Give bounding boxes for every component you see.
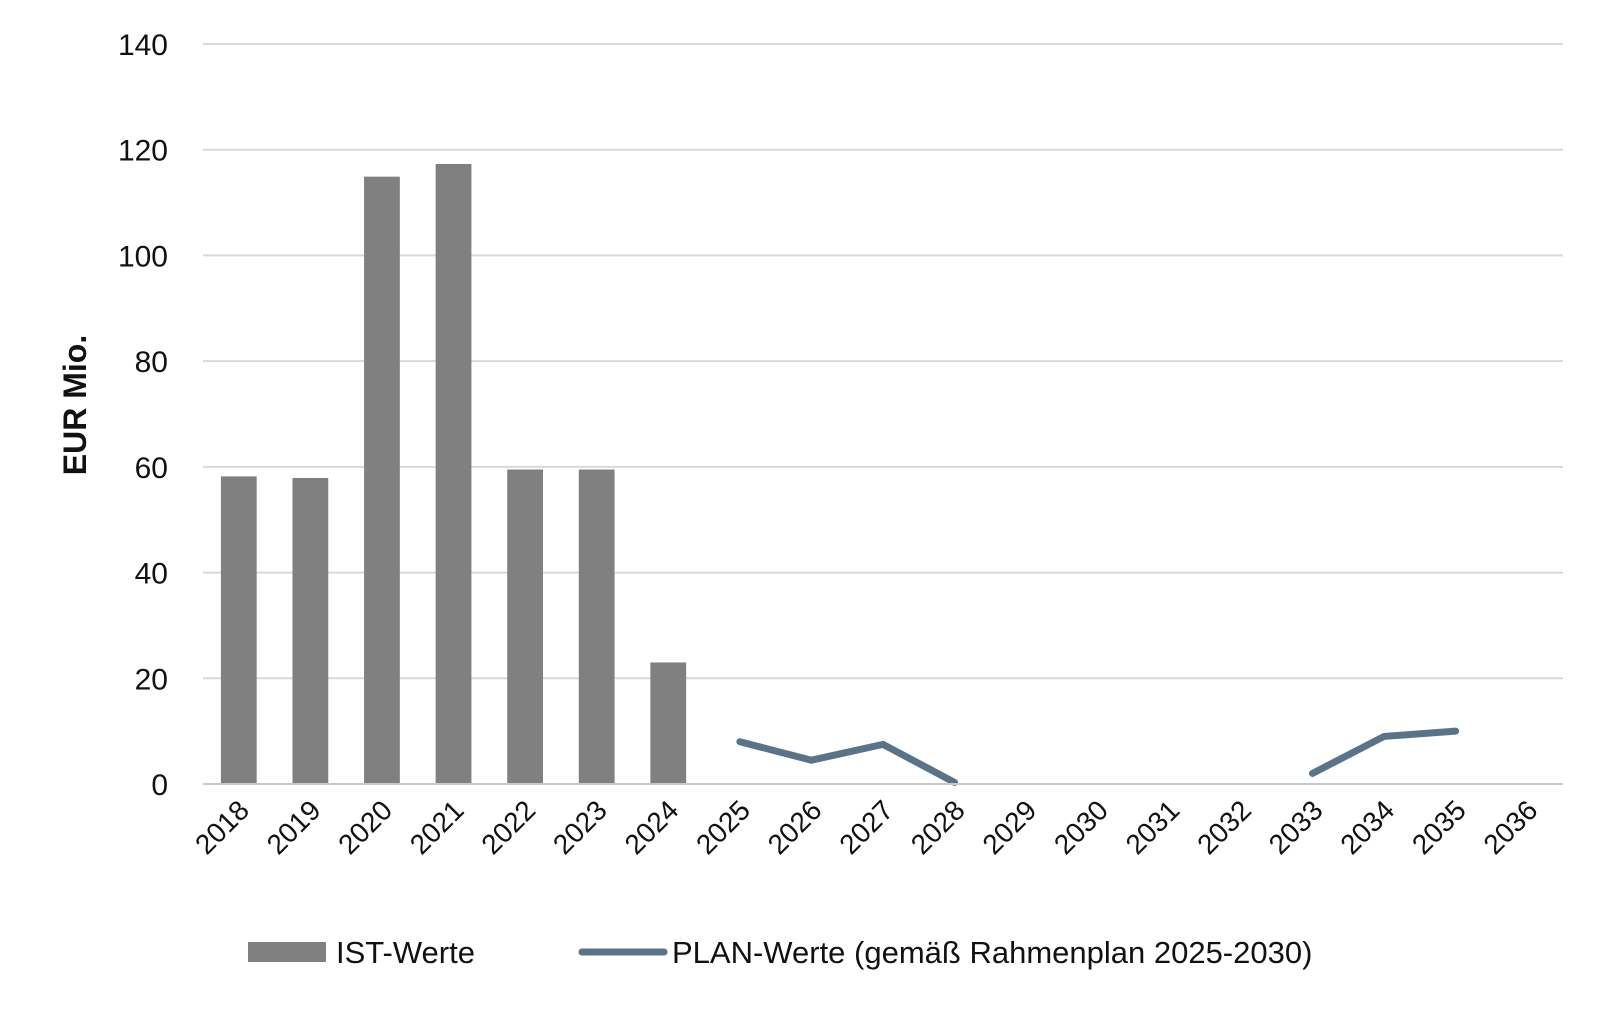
x-tick-label: 2018 xyxy=(189,794,255,860)
y-tick-label: 120 xyxy=(118,135,168,168)
x-tick-label: 2019 xyxy=(261,794,327,860)
legend-swatch-ist xyxy=(248,942,326,962)
legend: IST-Werte PLAN-Werte (gemäß Rahmenplan 2… xyxy=(248,935,1312,970)
y-axis-title: EUR Mio. xyxy=(57,335,93,475)
x-tick-label: 2022 xyxy=(475,794,541,860)
x-tick-label: 2028 xyxy=(905,794,971,860)
x-tick-label: 2034 xyxy=(1334,794,1400,860)
bar xyxy=(579,470,615,785)
y-tick-label: 20 xyxy=(135,663,168,696)
x-tick-label: 2024 xyxy=(619,794,685,860)
bar xyxy=(650,662,686,784)
y-tick-label: 40 xyxy=(135,558,168,591)
y-tick-label: 0 xyxy=(151,769,168,802)
line-segment xyxy=(740,742,955,783)
x-tick-label: 2020 xyxy=(332,794,398,860)
y-tick-label: 60 xyxy=(135,452,168,485)
x-tick-label: 2032 xyxy=(1191,794,1257,860)
x-tick-label: 2031 xyxy=(1120,794,1186,860)
x-tick-label: 2036 xyxy=(1477,794,1543,860)
y-tick-label: 80 xyxy=(135,346,168,379)
x-tick-label: 2021 xyxy=(404,794,470,860)
x-tick-label: 2035 xyxy=(1406,794,1472,860)
bar xyxy=(364,177,400,784)
bar-series xyxy=(221,164,686,784)
x-tick-label: 2026 xyxy=(762,794,828,860)
gridlines xyxy=(203,44,1563,678)
bar xyxy=(221,476,257,784)
line-series xyxy=(740,731,1456,782)
x-tick-label: 2023 xyxy=(547,794,613,860)
bar xyxy=(507,470,543,785)
x-tick-label: 2029 xyxy=(976,794,1042,860)
bar xyxy=(292,478,328,784)
x-tick-label: 2033 xyxy=(1263,794,1329,860)
x-tick-label: 2025 xyxy=(690,794,756,860)
bar xyxy=(436,164,472,784)
x-tick-label: 2030 xyxy=(1048,794,1114,860)
x-tick-label: 2027 xyxy=(833,794,899,860)
y-tick-label: 140 xyxy=(118,29,168,62)
legend-label-plan: PLAN-Werte (gemäß Rahmenplan 2025-2030) xyxy=(672,935,1312,970)
legend-label-ist: IST-Werte xyxy=(336,935,475,970)
line-segment xyxy=(1312,731,1455,773)
y-tick-label: 100 xyxy=(118,240,168,273)
